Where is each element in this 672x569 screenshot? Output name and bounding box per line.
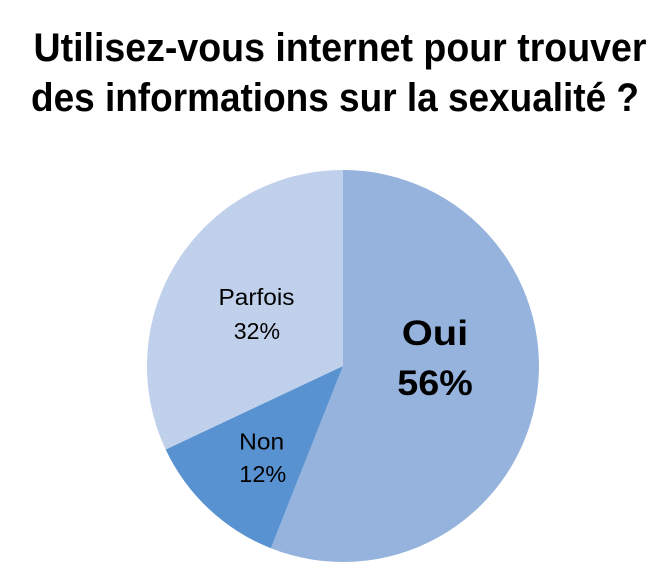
svg-text:des informations sur la sexual: des informations sur la sexualité ? <box>31 76 639 120</box>
svg-text:56%: 56% <box>397 364 473 403</box>
svg-text:Oui: Oui <box>402 314 469 353</box>
svg-text:12%: 12% <box>239 461 286 487</box>
svg-text:Parfois: Parfois <box>219 284 295 310</box>
svg-text:Non: Non <box>239 428 284 454</box>
svg-text:32%: 32% <box>234 318 280 344</box>
svg-text:Utilisez-vous internet pour tr: Utilisez-vous internet pour trouver <box>34 26 647 70</box>
